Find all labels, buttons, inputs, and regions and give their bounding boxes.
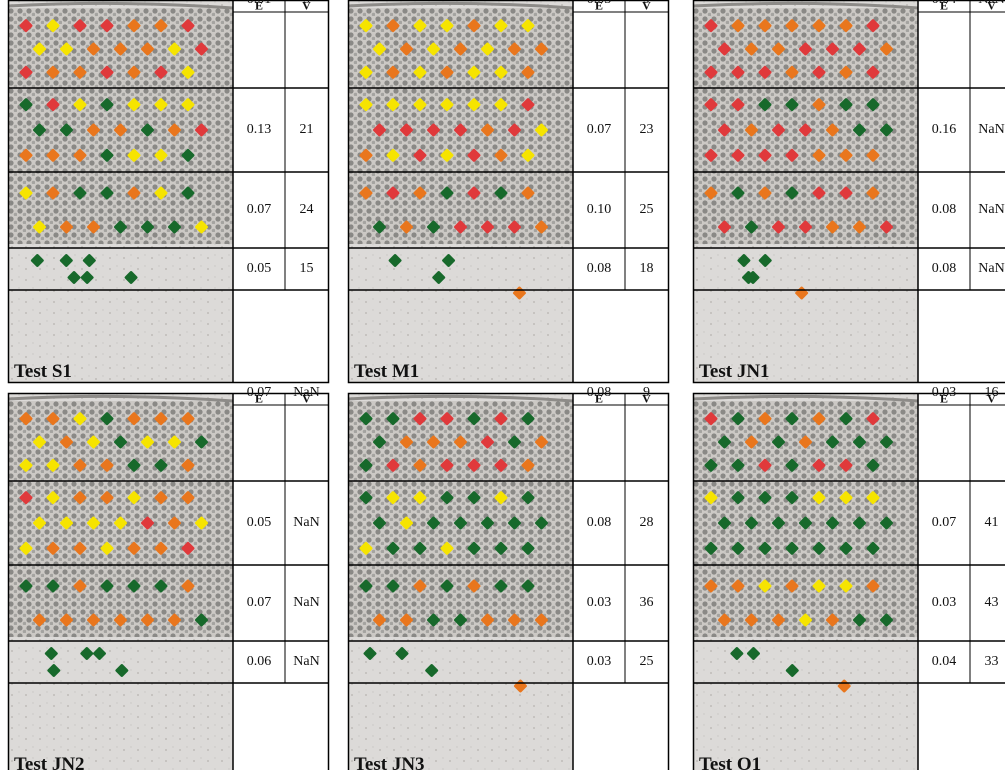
e-value: 0.03 <box>932 385 957 400</box>
e-value: 0.08 <box>932 261 957 276</box>
e-value: 0.05 <box>247 515 272 530</box>
e-value: 0.07 <box>587 122 612 137</box>
e-value: 0.01 <box>247 0 272 7</box>
v-value: NaN <box>293 595 319 610</box>
panel: EV0.05NaN0.07NaN0.06NaN0.07NaNTest JN2 <box>8 385 329 770</box>
v-value: 23 <box>640 122 654 137</box>
panel: EV0.08280.03360.03250.089Test JN3 <box>348 385 669 770</box>
e-value: 0.08 <box>587 515 612 530</box>
panel-title: Test O1 <box>699 754 761 770</box>
panel-title: Test JN2 <box>14 754 85 770</box>
e-value: 0.08 <box>932 202 957 217</box>
e-value: 0.07 <box>932 515 957 530</box>
panel: EV0.13210.07240.05150.015Test S1 <box>8 0 329 383</box>
figure: EV0.13210.07240.05150.015Test S1EV0.0723… <box>0 0 1005 770</box>
e-value: 0.07 <box>247 385 272 400</box>
v-value: 33 <box>985 654 999 669</box>
v-value: 28 <box>640 515 654 530</box>
panel: EV0.07230.10250.08180.039Test M1 <box>348 0 669 383</box>
e-value: 0.16 <box>932 122 957 137</box>
e-value: 0.08 <box>587 385 612 400</box>
v-value: NaN <box>293 654 319 669</box>
panel: EV0.07410.03430.04330.0316Test O1 <box>693 385 1005 770</box>
v-value: 16 <box>985 385 999 400</box>
v-value: 36 <box>640 595 654 610</box>
e-value: 0.06 <box>247 654 272 669</box>
v-value: 25 <box>640 202 654 217</box>
v-value: 43 <box>985 595 999 610</box>
e-value: 0.13 <box>247 122 272 137</box>
v-value: 21 <box>300 122 314 137</box>
e-value: 0.03 <box>587 654 612 669</box>
panel-title: Test M1 <box>354 361 419 382</box>
v-value: 24 <box>300 202 314 217</box>
v-value: 18 <box>640 261 654 276</box>
v-value: 9 <box>643 0 650 7</box>
e-value: 0.03 <box>587 595 612 610</box>
v-value: 41 <box>985 515 999 530</box>
v-value: NaN <box>978 0 1004 7</box>
v-value: 25 <box>640 654 654 669</box>
panel-title: Test JN1 <box>699 361 770 382</box>
v-value: 9 <box>643 385 650 400</box>
e-value: 0.05 <box>247 261 272 276</box>
e-value: 0.03 <box>932 595 957 610</box>
panel: EV0.16NaN0.08NaN0.08NaN0.04NaNTest JN1 <box>693 0 1005 383</box>
e-value: 0.07 <box>247 202 272 217</box>
v-value: NaN <box>978 261 1004 276</box>
v-value: 15 <box>300 261 314 276</box>
e-value: 0.08 <box>587 261 612 276</box>
panel-title: Test JN3 <box>354 754 425 770</box>
v-value: 5 <box>303 0 310 7</box>
v-value: NaN <box>293 515 319 530</box>
v-value: NaN <box>978 122 1004 137</box>
e-value: 0.07 <box>247 595 272 610</box>
e-value: 0.04 <box>932 654 957 669</box>
v-value: NaN <box>293 385 319 400</box>
e-value: 0.03 <box>587 0 612 7</box>
panel-title: Test S1 <box>14 361 72 382</box>
v-value: NaN <box>978 202 1004 217</box>
e-value: 0.10 <box>587 202 612 217</box>
e-value: 0.04 <box>932 0 957 7</box>
